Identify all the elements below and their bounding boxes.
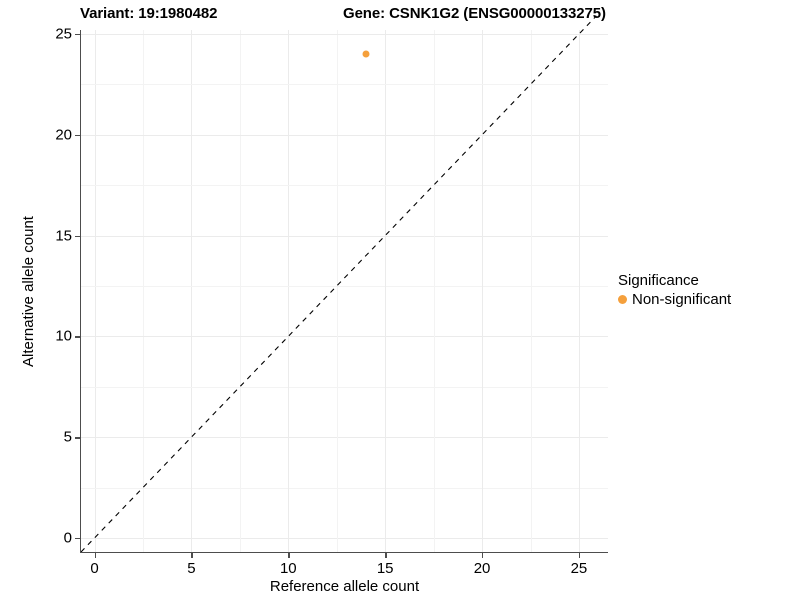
y-axis-tick (75, 235, 80, 237)
y-axis-tick (75, 537, 80, 540)
major-gridline-y (81, 537, 608, 539)
minor-gridline-y (81, 487, 608, 489)
plot-panel (80, 15, 608, 553)
minor-gridline-y (81, 84, 608, 86)
gene-title: Gene: CSNK1G2 (ENSG00000133275) (343, 5, 606, 22)
y-axis-tick (75, 437, 80, 439)
identity-reference-line (80, 15, 597, 553)
x-axis-tick (191, 553, 193, 558)
x-axis-tick-label: 10 (279, 560, 297, 577)
data-point[interactable] (362, 50, 370, 58)
x-axis-tick (385, 553, 387, 558)
x-axis-tick-label: 20 (473, 560, 491, 577)
x-axis-tick (482, 553, 484, 558)
major-gridline-y (81, 235, 608, 237)
y-axis-line (80, 30, 82, 553)
x-axis-tick-label: 25 (570, 560, 588, 577)
minor-gridline-x (433, 30, 435, 552)
y-axis-title: Alternative allele count (20, 216, 37, 367)
minor-gridline-y (81, 185, 608, 187)
x-axis-tick-label: 0 (90, 560, 99, 577)
y-axis-tick-label: 15 (55, 227, 72, 245)
major-gridline-y (81, 437, 608, 439)
x-axis-tick (578, 553, 581, 558)
major-gridline-y (81, 336, 608, 338)
x-axis-title: Reference allele count (269, 578, 420, 595)
minor-gridline-x (336, 30, 338, 552)
major-gridline-x (191, 30, 193, 552)
minor-gridline-x (530, 30, 532, 552)
chart-title-row: Variant: 19:1980482 Gene: CSNK1G2 (ENSG0… (0, 2, 620, 28)
x-axis-tick-label: 5 (187, 560, 196, 577)
y-axis-tick-label: 10 (55, 327, 72, 345)
legend: Significance Non-significant (618, 272, 793, 308)
legend-point-icon (618, 295, 627, 304)
x-axis-tick (288, 553, 290, 558)
x-axis-line (80, 552, 608, 554)
major-gridline-x (385, 30, 387, 552)
major-gridline-y (81, 134, 608, 136)
y-axis-tick (75, 34, 80, 36)
minor-gridline-y (81, 285, 608, 287)
y-axis-tick-label: 25 (55, 25, 72, 43)
minor-gridline-y (81, 386, 608, 388)
major-gridline-y (81, 34, 608, 36)
y-axis-tick-label: 20 (55, 126, 72, 144)
legend-item-label: Non-significant (632, 291, 732, 308)
minor-gridline-x (239, 30, 241, 552)
identity-line-segment (80, 15, 597, 553)
major-gridline-x (578, 30, 580, 552)
data-points-layer (81, 30, 608, 552)
legend-item[interactable]: Non-significant (618, 291, 793, 308)
y-axis-tick-label: 5 (63, 428, 72, 446)
y-axis-tick (75, 134, 80, 137)
x-axis-tick-label: 15 (376, 560, 394, 577)
variant-title: Variant: 19:1980482 (80, 5, 218, 22)
major-gridline-x (288, 30, 290, 552)
legend-title: Significance (618, 272, 699, 289)
legend-items: Non-significant (618, 291, 793, 308)
y-axis-tick (75, 336, 80, 338)
major-gridline-x (482, 30, 484, 552)
major-gridline-x (94, 30, 96, 552)
minor-gridline-x (143, 30, 144, 552)
x-axis-tick (94, 553, 96, 558)
y-axis-tick-label: 0 (63, 529, 72, 547)
